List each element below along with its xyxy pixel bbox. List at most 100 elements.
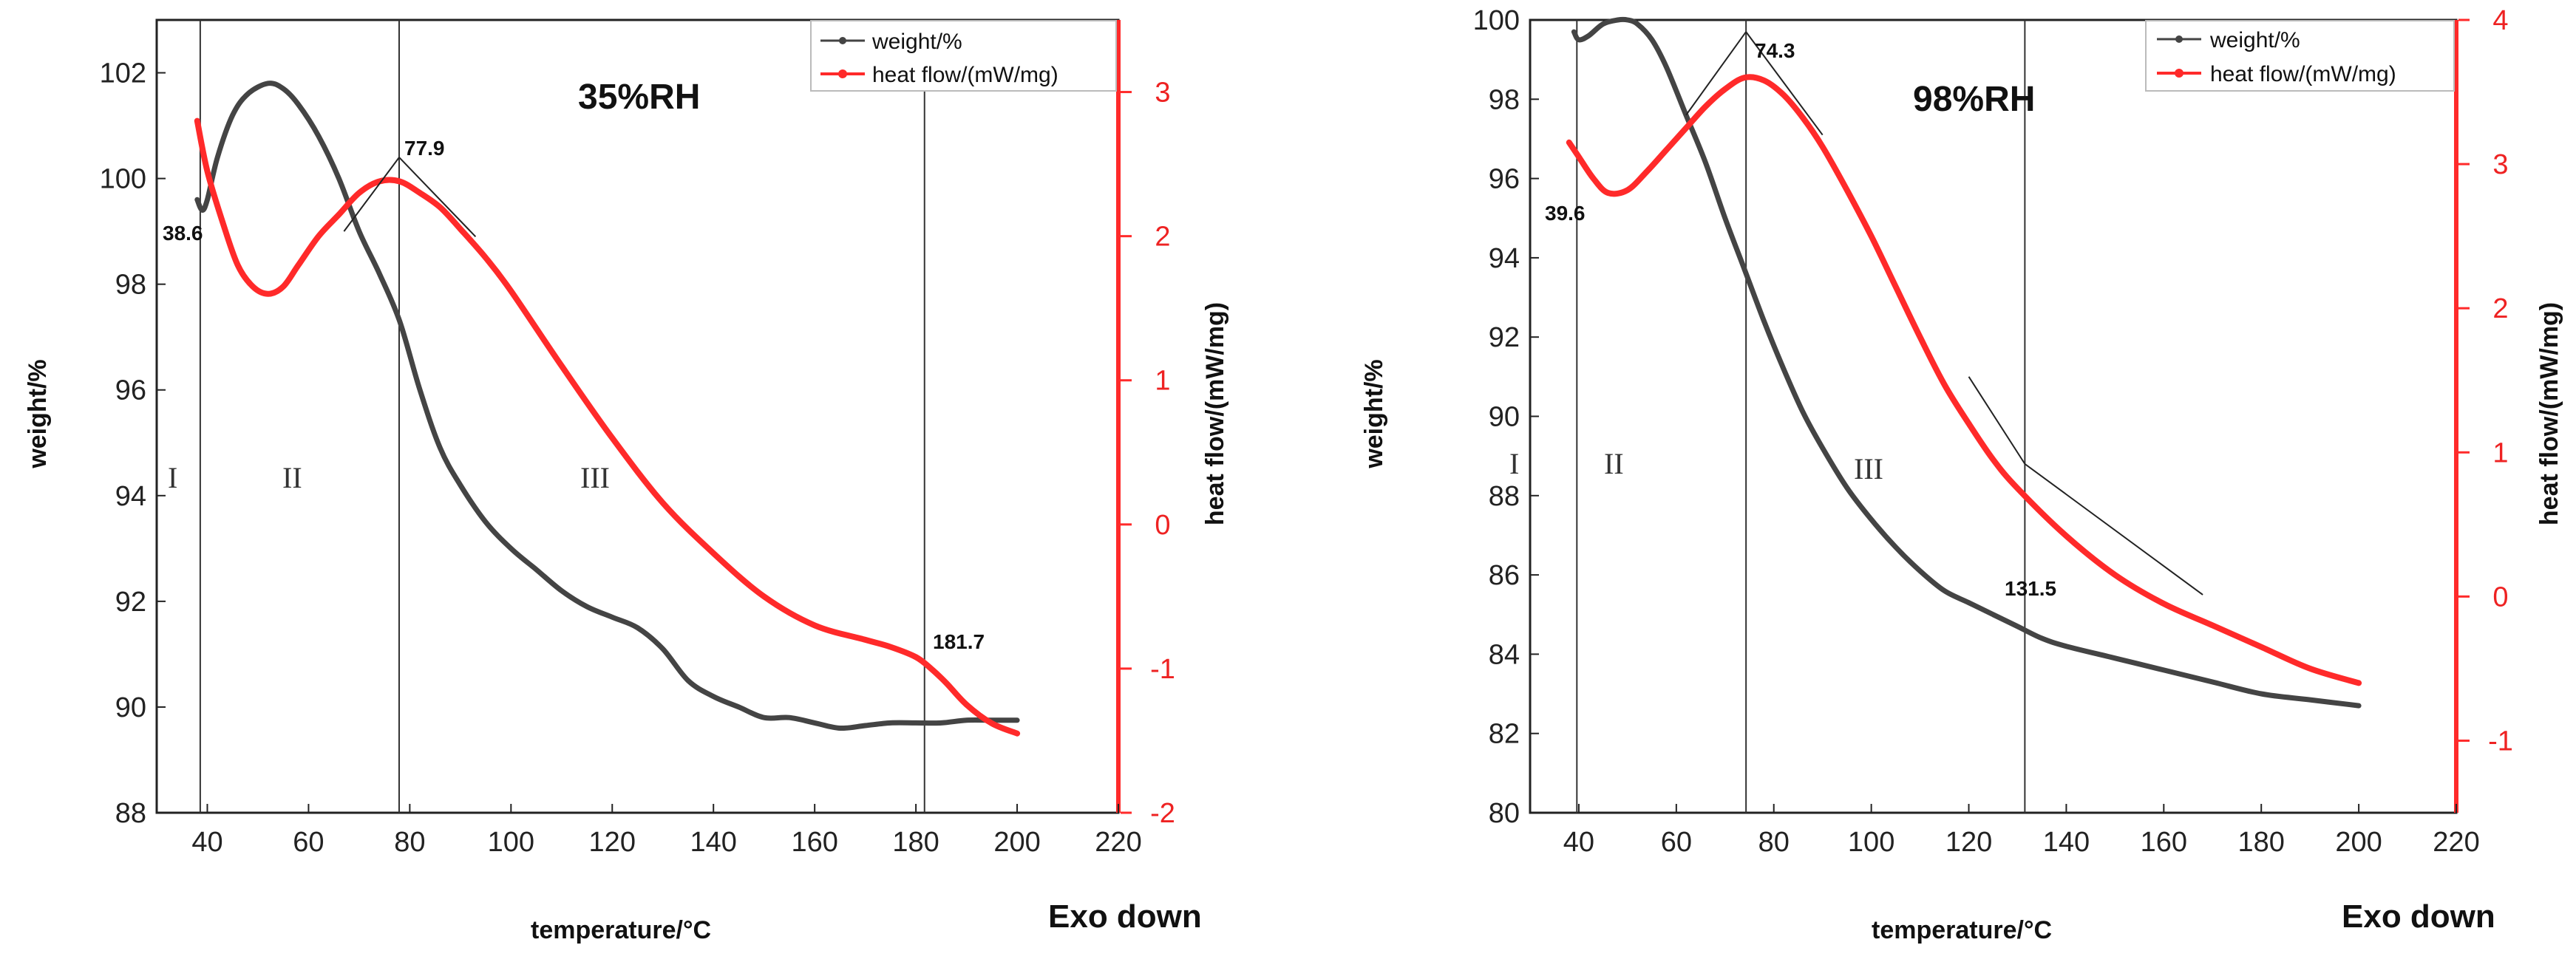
y-tick-label-right: 2: [1155, 222, 1170, 253]
y-tick-label-left: 88: [115, 798, 146, 829]
onset-tangent-line: [343, 157, 400, 232]
series-line-weight: [1571, 16, 2362, 709]
annotation-39-6: 39.6: [1545, 202, 1586, 225]
onset-tangent-line: [1685, 31, 1747, 116]
y-tick-label-left: 98: [115, 270, 146, 301]
y-tick-label-left: 102: [100, 58, 146, 89]
y-tick-label-left: 94: [115, 481, 146, 512]
y-tick-label-right: 3: [2492, 149, 2508, 180]
x-tick-label: 140: [2043, 827, 2090, 858]
annotation-181-7: 181.7: [933, 630, 985, 653]
legend-label-weight: weight/%: [871, 30, 962, 54]
legend: weight/% heat flow/(mW/mg): [2145, 20, 2455, 92]
y-tick-label-left: 88: [1489, 481, 1520, 512]
y-tick-label-left: 84: [1489, 639, 1520, 670]
legend-marker-heat: [2175, 69, 2184, 78]
legend: weight/% heat flow/(mW/mg): [810, 20, 1117, 92]
onset-tangent-line: [2024, 463, 2203, 596]
exo-down-label: Exo down: [1048, 898, 1202, 935]
y-tick-label-left: 90: [115, 692, 146, 723]
legend-marker-weight: [2175, 35, 2183, 43]
region-label-I: I: [168, 461, 177, 494]
legend-box: [2145, 20, 2455, 92]
y-tick-label-left: 82: [1489, 719, 1520, 750]
y-axis-title-right: heat flow/(mW/mg): [1201, 302, 1229, 525]
x-tick-label: 120: [1945, 827, 1992, 858]
y-tick-label-left: 96: [1489, 164, 1520, 195]
x-tick-label: 160: [2141, 827, 2187, 858]
right-axis-line: [2454, 20, 2458, 813]
region-label-III: III: [580, 461, 610, 494]
y-tick-label-right: -2: [1150, 798, 1175, 829]
y-tick-label-left: 100: [1473, 5, 1520, 36]
x-tick-label: 60: [293, 827, 324, 858]
series-line-weight: [194, 81, 1020, 731]
series-line-heat-flow: [194, 117, 1021, 737]
onset-tangent-line: [398, 157, 477, 237]
y-tick-label-right: 3: [1155, 78, 1170, 109]
x-tick-label: 200: [993, 827, 1040, 858]
annotation-131-5: 131.5: [2005, 577, 2056, 600]
y-tick-label-right: 2: [2492, 293, 2508, 324]
y-tick-label-left: 92: [115, 587, 146, 618]
y-tick-label-left: 94: [1489, 243, 1520, 274]
y-tick-label-left: 92: [1489, 322, 1520, 353]
x-tick-label: 60: [1661, 827, 1692, 858]
y-tick-label-left: 96: [115, 375, 146, 406]
y-tick-label-right: 0: [2492, 581, 2508, 613]
y-tick-label-left: 86: [1489, 560, 1520, 591]
y-tick-label-left: 98: [1489, 84, 1520, 115]
x-tick-label: 160: [791, 827, 837, 858]
y-axis-title-right: heat flow/(mW/mg): [2535, 302, 2563, 525]
x-tick-label: 180: [892, 827, 939, 858]
y-tick-label-right: 1: [2492, 437, 2508, 468]
y-tick-label-right: 0: [1155, 510, 1170, 541]
y-tick-label-left: 80: [1489, 798, 1520, 829]
y-tick-label-left: 90: [1489, 402, 1520, 433]
x-tick-label: 140: [690, 827, 737, 858]
legend-label-weight: weight/%: [2209, 28, 2300, 52]
plot-frame: [1529, 18, 2458, 814]
x-tick-label: 220: [2433, 827, 2479, 858]
legend-box: [810, 20, 1117, 92]
y-tick-label-right: 4: [2492, 5, 2508, 36]
x-tick-label: 100: [1848, 827, 1894, 858]
plot-frame: [155, 18, 1120, 814]
onset-tangent-line: [1968, 376, 2026, 465]
x-tick-label: 40: [191, 827, 222, 858]
chart-98rh: 40 60 80 100 120 140 160 180 200 2208082848688909…: [1360, 5, 2563, 944]
legend-marker-heat: [838, 69, 847, 78]
region-label-III: III: [1854, 452, 1883, 485]
region-label-I: I: [1509, 447, 1519, 480]
chart-35rh: 40 60 80 100 120 140 160 180 200 2208890929496981…: [24, 18, 1229, 944]
x-axis-title: temperature/°C: [1872, 916, 2052, 944]
x-tick-label: 200: [2335, 827, 2382, 858]
annotation-77-9: 77.9: [404, 137, 445, 160]
x-tick-label: 180: [2238, 827, 2285, 858]
legend-marker-weight: [839, 37, 846, 44]
x-tick-label: 100: [488, 827, 534, 858]
region-label-II: II: [1604, 447, 1624, 480]
annotation-38-6: 38.6: [163, 222, 203, 245]
right-axis-line: [1116, 20, 1121, 813]
x-tick-label: 80: [394, 827, 425, 858]
y-tick-label-right: -1: [1150, 654, 1175, 685]
chart-title: 98%RH: [1913, 80, 2035, 119]
y-axis-title-left: weight/%: [24, 359, 52, 468]
y-tick-label-right: 1: [1155, 366, 1170, 397]
x-tick-label: 80: [1758, 827, 1790, 858]
legend-label-heat: heat flow/(mW/mg): [872, 63, 1058, 87]
x-tick-label: 220: [1095, 827, 1141, 858]
x-axis-title: temperature/°C: [531, 916, 711, 944]
x-tick-label: 120: [589, 827, 636, 858]
annotation-74-3: 74.3: [1755, 39, 1795, 62]
exo-down-label: Exo down: [2342, 898, 2495, 935]
legend-label-heat: heat flow/(mW/mg): [2210, 62, 2396, 86]
y-axis-title-left: weight/%: [1360, 359, 1388, 468]
y-tick-label-left: 100: [100, 164, 146, 195]
x-tick-label: 40: [1563, 827, 1594, 858]
onset-tangent-line: [1745, 31, 1824, 136]
series-line-heat-flow: [1566, 74, 2362, 686]
region-label-II: II: [282, 461, 302, 494]
